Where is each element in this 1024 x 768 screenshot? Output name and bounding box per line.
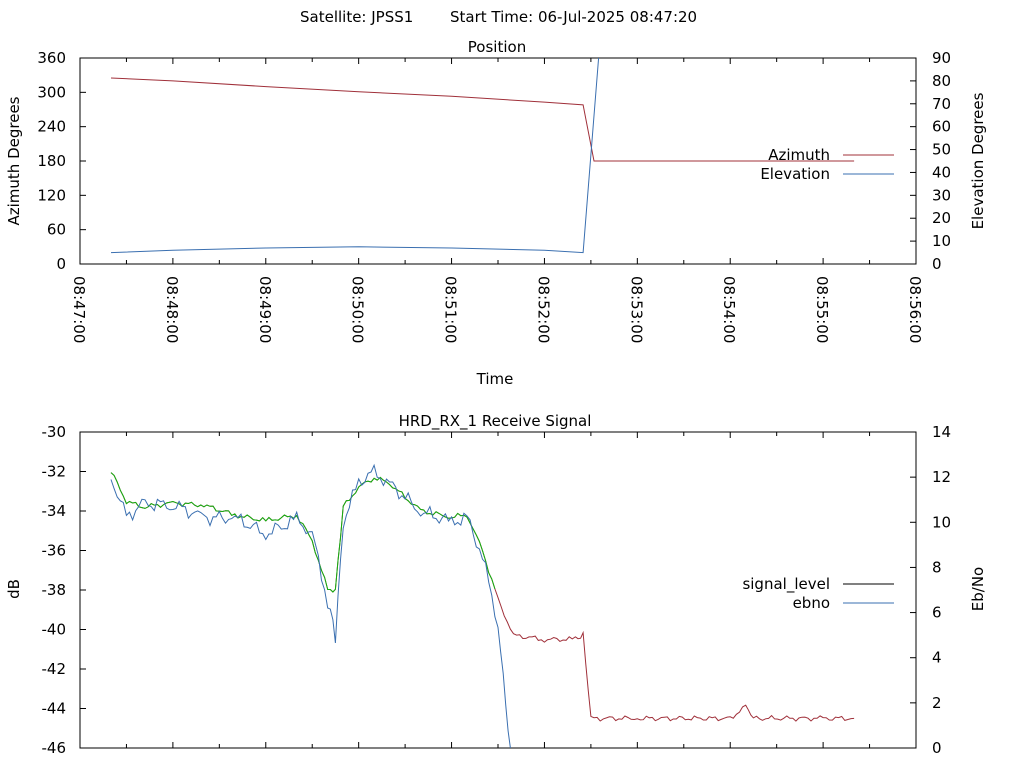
- signal-y-tick-label: -42: [42, 660, 67, 678]
- signal-y2-tick-label: 8: [932, 558, 942, 576]
- signal-y-axis-label: dB: [5, 579, 23, 599]
- position-y-tick-label: 0: [56, 255, 66, 273]
- position-x-tick-label: 08:56:00: [906, 276, 924, 343]
- position-y2-tick-label: 40: [932, 163, 951, 181]
- signal-y2-tick-label: 0: [932, 739, 942, 757]
- signal-y2-tick-label: 2: [932, 694, 942, 712]
- position-x-tick-label: 08:51:00: [442, 276, 460, 343]
- signal-y-tick-label: -38: [42, 581, 67, 599]
- position-x-tick-label: 08:49:00: [256, 276, 274, 343]
- position-y2-tick-label: 60: [932, 118, 951, 136]
- position-chart-title: Position: [468, 38, 526, 56]
- signal-y-tick-label: -32: [42, 463, 67, 481]
- position-x-tick-label: 08:52:00: [534, 276, 552, 343]
- position-y-axis-label: Azimuth Degrees: [5, 96, 23, 225]
- signal-legend-label: signal_level: [742, 575, 830, 594]
- signal-y-tick-label: -40: [42, 621, 67, 639]
- position-y2-tick-label: 0: [932, 255, 942, 273]
- position-chart: 0 60 120 180 240 300 360 0 10 20 30 40 50 60 70 80 90 08:…: [37, 49, 951, 343]
- position-y2-tick-label: 50: [932, 141, 951, 159]
- position-series-Azimuth-line: [110, 77, 855, 162]
- position-y-tick-label: 300: [37, 83, 66, 101]
- position-x-tick-label: 08:48:00: [163, 276, 181, 343]
- signal-series-signal_level-line: [110, 472, 855, 722]
- position-x-tick-label: 08:47:00: [70, 276, 88, 343]
- position-x-tick-label: 08:53:00: [627, 276, 645, 343]
- signal-y2-tick-label: 4: [932, 649, 942, 667]
- position-series-Elevation-line: [110, 58, 600, 254]
- position-y-tick-label: 360: [37, 49, 66, 67]
- position-y2-tick-label: 20: [932, 209, 951, 227]
- signal-y-tick-label: -30: [42, 423, 67, 441]
- signal-series-ebno-line: [110, 463, 511, 748]
- signal-series-signal_level-line-green: [110, 472, 496, 593]
- signal-y2-axis-label: Eb/No: [969, 567, 987, 611]
- position-y-tick-label: 120: [37, 186, 66, 204]
- position-y2-axis-label: Elevation Degrees: [969, 92, 987, 229]
- position-x-tick-label: 08:55:00: [813, 276, 831, 343]
- signal-chart-title: HRD_RX_1 Receive Signal: [399, 412, 592, 431]
- position-x-tick-label: 08:54:00: [720, 276, 738, 343]
- signal-chart: -46 -44 -42 -40 -38 -36 -34 -32 -30 0 2 4 6 8 10 12 14 si…: [42, 423, 952, 757]
- position-y2-tick-label: 70: [932, 95, 951, 113]
- position-y-tick-label: 180: [37, 152, 66, 170]
- position-x-tick-label: 08:50:00: [349, 276, 367, 343]
- position-y2-tick-label: 80: [932, 72, 951, 90]
- position-legend-label: Elevation: [760, 165, 830, 183]
- position-x-axis-label: Time: [476, 370, 514, 388]
- position-legend-label: Azimuth: [768, 146, 830, 164]
- signal-series-area: [110, 463, 855, 748]
- position-y-tick-label: 60: [47, 221, 66, 239]
- satellite-label: Satellite: JPSS1: [300, 8, 413, 26]
- position-series-area: [110, 58, 855, 254]
- signal-y2-tick-label: 12: [932, 468, 951, 486]
- signal-y-tick-label: -36: [42, 542, 67, 560]
- position-y2-tick-label: 10: [932, 232, 951, 250]
- position-y-tick-label: 240: [37, 118, 66, 136]
- signal-y2-tick-label: 10: [932, 513, 951, 531]
- signal-legend-label: ebno: [793, 594, 830, 612]
- position-y2-tick-label: 90: [932, 49, 951, 67]
- signal-y-tick-label: -46: [42, 739, 67, 757]
- signal-y2-tick-label: 6: [932, 604, 942, 622]
- position-y2-tick-label: 30: [932, 186, 951, 204]
- start-time-label: Start Time: 06-Jul-2025 08:47:20: [450, 8, 697, 26]
- signal-y-tick-label: -44: [42, 700, 67, 718]
- signal-y2-tick-label: 14: [932, 423, 951, 441]
- signal-y-tick-label: -34: [42, 502, 67, 520]
